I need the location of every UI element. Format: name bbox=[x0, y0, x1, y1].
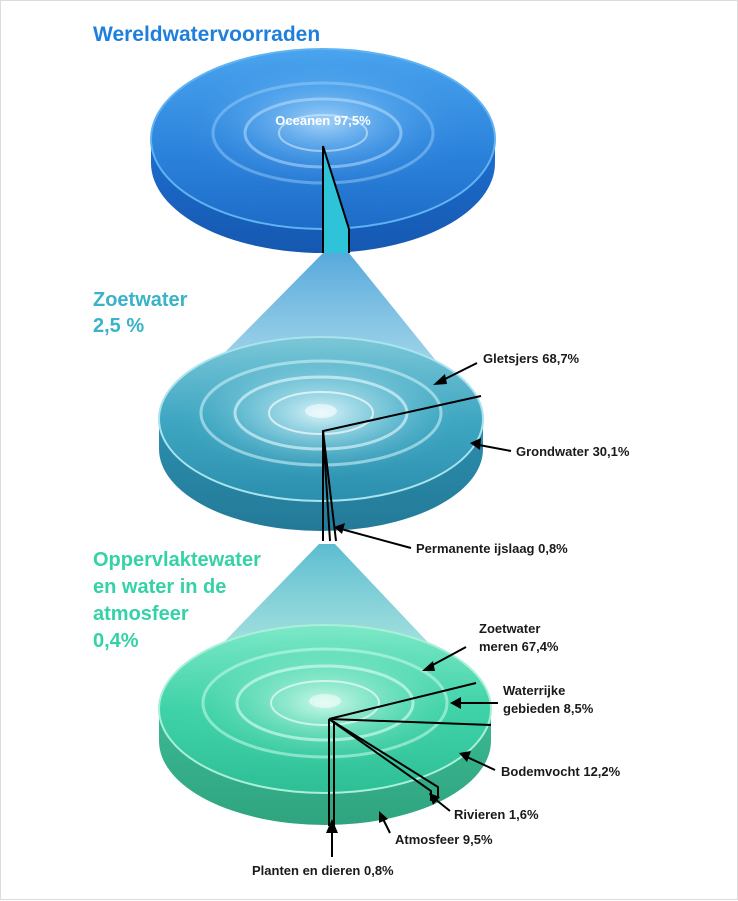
freshwater-title-line1: Zoetwater bbox=[93, 289, 188, 311]
surface-water-disc bbox=[158, 624, 492, 825]
freshwater-slice-edge bbox=[322, 145, 350, 253]
soil-moisture-pointer bbox=[466, 756, 496, 771]
lakes-pointer bbox=[428, 646, 467, 668]
rivers-arrowhead bbox=[429, 793, 440, 805]
permafrost-pointer bbox=[340, 528, 412, 549]
groundwater-arrowhead bbox=[470, 438, 481, 450]
plants-arrowhead bbox=[326, 819, 338, 833]
groundwater-label: Grondwater 30,1% bbox=[516, 444, 630, 459]
surface-title-line4: 0,4% bbox=[93, 630, 139, 652]
freshwater-disc bbox=[158, 336, 484, 531]
groundwater-pointer bbox=[478, 444, 512, 452]
soil-moisture-label: Bodemvocht 12,2% bbox=[501, 764, 621, 779]
atmosphere-label: Atmosfeer 9,5% bbox=[395, 832, 493, 847]
atmosphere-pointer bbox=[382, 818, 391, 834]
wetlands-label-line1: Waterrijke bbox=[503, 683, 565, 698]
lakes-wedge-edge bbox=[328, 682, 477, 720]
lakes-label-line2: meren 67,4% bbox=[479, 639, 559, 654]
permafrost-arrowhead bbox=[334, 523, 345, 534]
permafrost-wedge-edge-b bbox=[322, 430, 337, 542]
atmosphere-arrowhead bbox=[379, 811, 388, 823]
lakes-arrowhead bbox=[422, 661, 435, 671]
freshwater-title-line2: 2,5 % bbox=[93, 315, 144, 337]
wetlands-wedge-edge bbox=[328, 718, 492, 726]
rivers-wedge-edge bbox=[328, 718, 439, 797]
oceans-label: Oceanen 97,5% bbox=[275, 113, 371, 128]
soil-moisture-arrowhead bbox=[459, 751, 471, 762]
wetlands-arrowhead bbox=[450, 697, 461, 709]
freshwater-slice bbox=[323, 146, 349, 253]
rivers-label: Rivieren 1,6% bbox=[454, 807, 539, 822]
surface-title-line3: atmosfeer bbox=[93, 603, 189, 625]
glaciers-arrowhead bbox=[433, 374, 447, 385]
world-water-title: Wereldwatervoorraden bbox=[93, 23, 320, 46]
plants-animals-label: Planten en dieren 0,8% bbox=[252, 863, 394, 878]
rivers-pointer bbox=[434, 798, 451, 812]
glaciers-label: Gletsjers 68,7% bbox=[483, 351, 580, 366]
surface-title-line1: Oppervlaktewater bbox=[93, 549, 261, 571]
permafrost-label: Permanente ijslaag 0,8% bbox=[416, 541, 568, 556]
glaciers-pointer bbox=[440, 362, 478, 382]
lakes-label-line1: Zoetwater bbox=[479, 621, 540, 636]
wetlands-label-line2: gebieden 8,5% bbox=[503, 701, 594, 716]
surface-title-line2: en water in de bbox=[93, 576, 226, 598]
